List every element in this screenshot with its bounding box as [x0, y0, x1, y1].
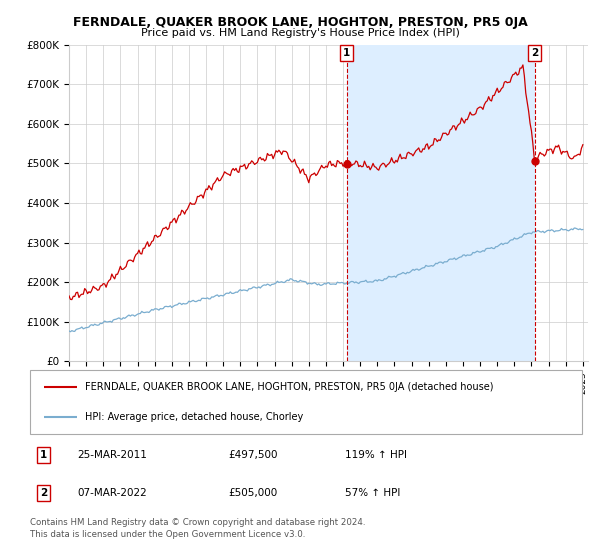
Text: 119% ↑ HPI: 119% ↑ HPI [344, 450, 407, 460]
Text: 2: 2 [531, 48, 538, 58]
Text: Contains HM Land Registry data © Crown copyright and database right 2024.: Contains HM Land Registry data © Crown c… [30, 518, 365, 527]
Text: HPI: Average price, detached house, Chorley: HPI: Average price, detached house, Chor… [85, 412, 304, 422]
Text: 57% ↑ HPI: 57% ↑ HPI [344, 488, 400, 498]
Text: Price paid vs. HM Land Registry's House Price Index (HPI): Price paid vs. HM Land Registry's House … [140, 28, 460, 38]
Text: FERNDALE, QUAKER BROOK LANE, HOGHTON, PRESTON, PR5 0JA: FERNDALE, QUAKER BROOK LANE, HOGHTON, PR… [73, 16, 527, 29]
Text: 2: 2 [40, 488, 47, 498]
Text: £497,500: £497,500 [229, 450, 278, 460]
FancyBboxPatch shape [30, 370, 582, 434]
Bar [347, 45, 535, 361]
Text: FERNDALE, QUAKER BROOK LANE, HOGHTON, PRESTON, PR5 0JA (detached house): FERNDALE, QUAKER BROOK LANE, HOGHTON, PR… [85, 382, 494, 392]
Text: 07-MAR-2022: 07-MAR-2022 [77, 488, 146, 498]
Text: £505,000: £505,000 [229, 488, 278, 498]
Text: 25-MAR-2011: 25-MAR-2011 [77, 450, 147, 460]
Text: This data is licensed under the Open Government Licence v3.0.: This data is licensed under the Open Gov… [30, 530, 305, 539]
Text: 1: 1 [40, 450, 47, 460]
Text: 1: 1 [343, 48, 350, 58]
